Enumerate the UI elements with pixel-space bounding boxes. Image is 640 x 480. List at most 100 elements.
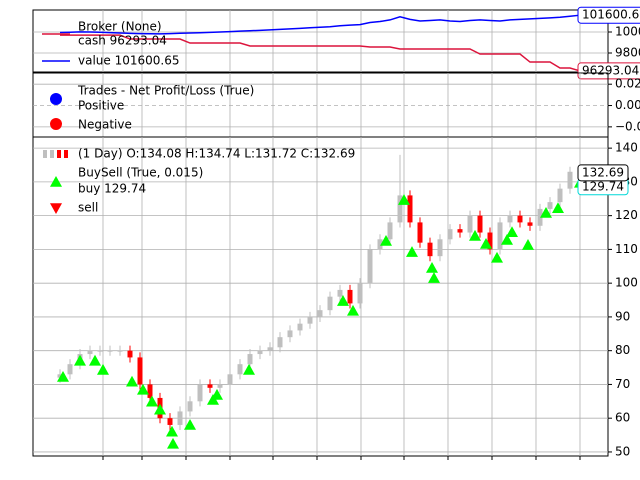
candle-body [467,215,473,233]
y-tick-label: 90 [615,309,630,323]
signal-marker [211,388,223,400]
legend-candle [43,150,47,158]
legend-marker [50,118,62,130]
signal-marker [337,295,349,306]
axes-frame [32,9,609,73]
signal-marker [522,239,534,250]
candle-body [387,222,393,240]
legend-label: sell [78,201,98,215]
candle-body [307,316,313,324]
candle-body [537,208,543,226]
candle-body [567,171,573,189]
candle-body [297,323,303,331]
candle-body [147,384,153,398]
candle-body [337,289,343,297]
candle-body [327,296,333,311]
candle-body [427,242,433,257]
y-tick-label: 110 [615,242,638,256]
candle-body [277,337,283,348]
candle-body [357,283,363,304]
candle-body [207,384,213,388]
candle-body [87,350,93,355]
y-tick-label: 60 [615,411,630,425]
signal-marker [398,194,410,205]
candle-body [367,249,373,284]
candle-body [247,354,253,365]
candle-body [317,310,323,317]
candle-body [97,350,103,352]
y-tick-label: 0.00 [615,98,640,112]
candle-body [107,350,113,352]
legend-candle [50,150,54,158]
signal-marker [154,403,166,415]
signal-marker [97,363,109,375]
value-tag: 129.74 [582,179,624,193]
value-tag-box [577,6,640,24]
candle-body [137,357,143,385]
signal-marker [74,354,86,366]
candle-body [407,195,413,223]
signal-marker [540,206,552,218]
signal-marker [428,272,440,283]
candle-body [57,374,63,378]
signal-marker [347,304,359,316]
candle-body [117,350,123,352]
signal-marker [57,371,69,382]
candle-body [267,347,273,351]
candle-body [447,229,453,240]
signal-marker [552,202,564,214]
candle-body [547,202,553,209]
y-tick-label: 80 [615,343,630,357]
candle-body [487,232,493,250]
y-tick-label: −0.02 [615,119,640,133]
legend-title: Trades - Net Profit/Loss (True) [77,84,254,98]
y-tick-label: 140 [615,141,638,155]
signal-marker [506,226,518,237]
legend-title: BuySell (True, 0.015) [78,166,203,180]
candle-body [397,195,403,223]
candle-body [287,330,293,338]
candle-body [457,229,463,233]
legend-title: Broker (None) [78,20,162,34]
candle-body [377,239,383,250]
candle-body [437,239,443,257]
candle-body [507,215,513,223]
y-tick-label: 50 [615,444,630,458]
signal-marker [166,425,178,437]
candle-body [197,384,203,402]
signal-marker [137,383,149,395]
value-tag-box [577,62,640,80]
candle-body [257,350,263,355]
signal-marker [167,437,179,449]
legend-label: cash 96293.04 [78,34,167,48]
legend-label: (1 Day) O:134.08 H:134.74 L:131.72 C:132… [78,147,355,161]
y-tick-label: 120 [615,208,638,222]
signal-marker [501,233,513,245]
candle-body [67,364,73,375]
signal-marker [126,375,138,387]
signal-marker [184,418,196,430]
candle-body [177,411,183,425]
legend-candle [57,150,61,158]
legend-label: value 101600.65 [78,54,179,68]
y-tick-label: 70 [615,377,630,391]
value-tag: 132.69 [582,165,624,179]
legend-marker [50,203,62,214]
candle-body [527,222,533,226]
candle-body [127,350,133,358]
candle-body [417,222,423,243]
signal-marker [480,238,492,249]
series-line [59,14,581,35]
signal-marker [426,261,438,273]
series-line [60,34,581,72]
candle-body [227,374,233,385]
y-tick-label: 100 [615,276,638,290]
legend-marker [50,93,62,105]
candle-body [347,289,353,304]
value-tag: 101600.65 [582,8,640,22]
legend-label: Negative [78,118,132,132]
signal-marker [146,395,158,407]
legend-label: Positive [78,99,124,113]
